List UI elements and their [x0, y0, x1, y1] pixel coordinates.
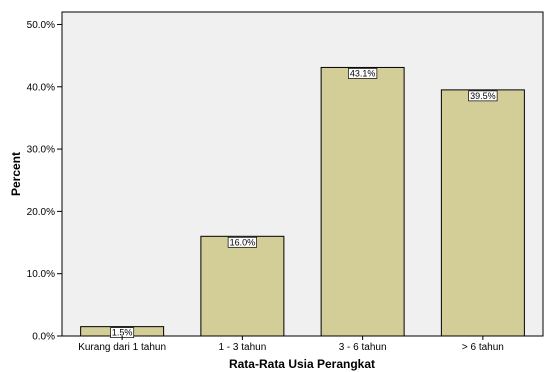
y-axis: 0.0% 10.0% 20.0% 30.0% 40.0% 50.0% — [27, 20, 62, 343]
x-axis-title: Rata-Rata Usia Perangkat — [229, 357, 375, 371]
data-label-box — [227, 236, 257, 248]
bar — [440, 89, 525, 337]
y-tick-label: 0.0% — [32, 332, 55, 343]
data-label: 16.0% — [230, 237, 256, 247]
data-label-box — [468, 90, 498, 102]
y-tick-label: 10.0% — [27, 269, 55, 280]
y-axis-title: Percent — [9, 152, 23, 196]
x-tick-label: 1 - 3 tahun — [218, 342, 266, 353]
bar — [320, 66, 405, 337]
data-labels-layer: 1.5% 16.0% 43.1% 39.5% — [110, 68, 498, 339]
x-axis: Kurang dari 1 tahun 1 - 3 tahun 3 - 6 tahu… — [78, 336, 504, 353]
y-tick-label: 40.0% — [27, 82, 55, 93]
y-tick-label: 30.0% — [27, 145, 55, 156]
data-label: 1.5% — [112, 328, 133, 338]
bar — [200, 235, 285, 337]
x-tick-label: > 6 tahun — [462, 342, 504, 353]
data-label: 43.1% — [350, 68, 376, 78]
x-tick-label: Kurang dari 1 tahun — [78, 342, 166, 353]
y-tick-label: 20.0% — [27, 207, 55, 218]
x-tick-label: 3 - 6 tahun — [339, 342, 387, 353]
data-label: 39.5% — [470, 91, 496, 101]
data-label-box — [348, 68, 378, 79]
y-tick-label: 50.0% — [27, 20, 55, 31]
